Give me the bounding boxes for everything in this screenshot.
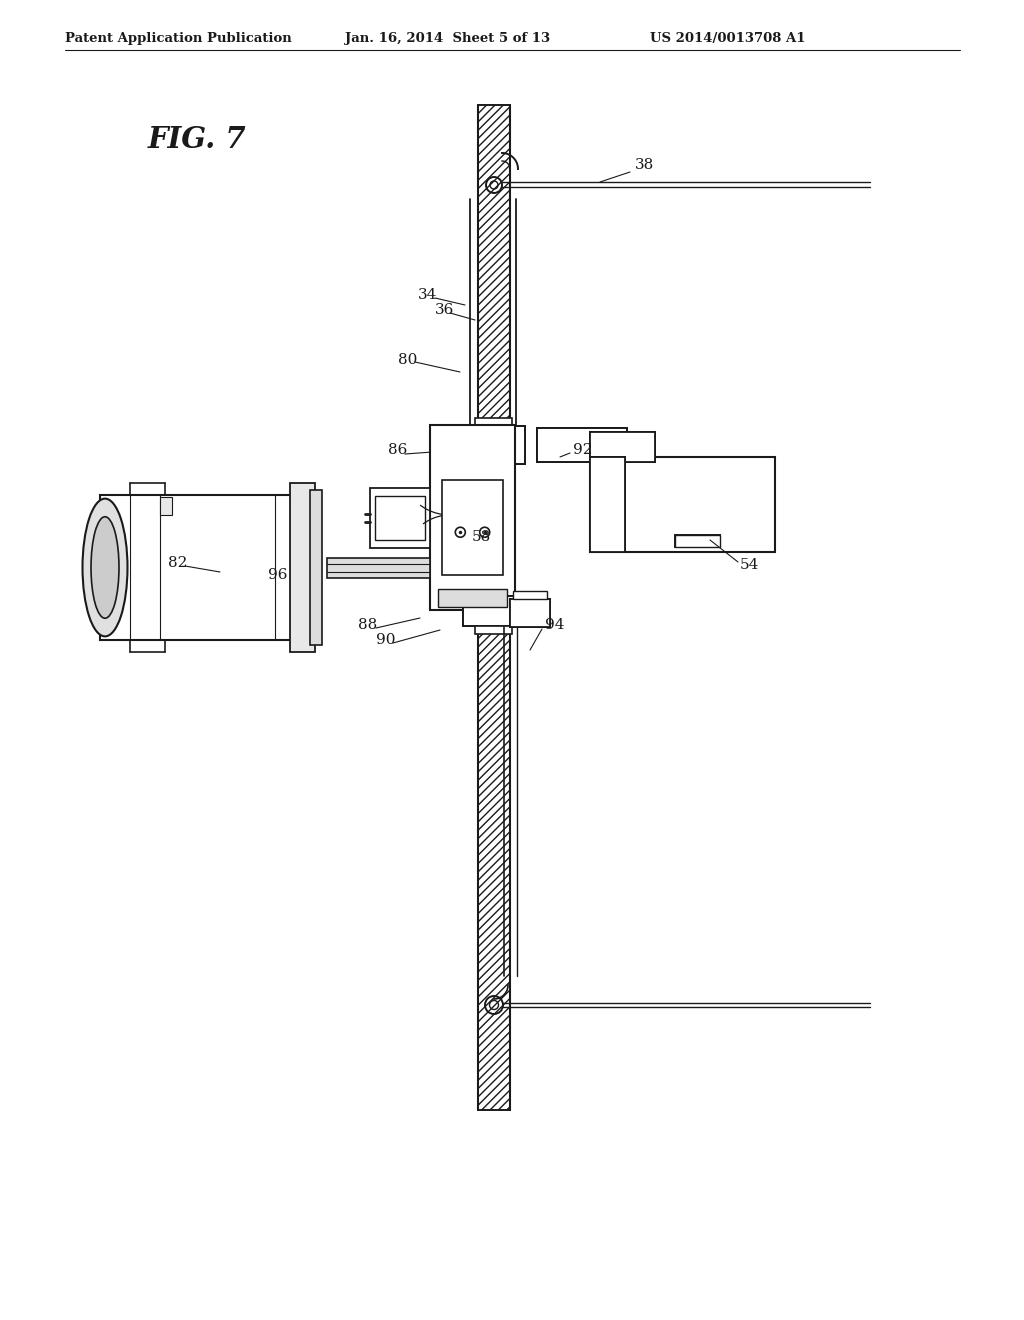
Bar bbox=[327, 557, 430, 578]
Bar bbox=[463, 597, 525, 626]
Text: 38: 38 bbox=[635, 158, 654, 172]
Bar bbox=[513, 591, 547, 599]
Bar bbox=[475, 626, 512, 634]
Text: Patent Application Publication: Patent Application Publication bbox=[65, 32, 292, 45]
Bar bbox=[430, 425, 515, 610]
Text: 96: 96 bbox=[268, 568, 288, 582]
Text: Jan. 16, 2014  Sheet 5 of 13: Jan. 16, 2014 Sheet 5 of 13 bbox=[345, 32, 550, 45]
Text: 80: 80 bbox=[398, 352, 418, 367]
Bar bbox=[438, 589, 507, 607]
Bar bbox=[463, 426, 525, 465]
Text: 92: 92 bbox=[573, 444, 593, 457]
Bar bbox=[442, 480, 503, 576]
Bar bbox=[160, 498, 172, 515]
Bar bbox=[100, 495, 315, 640]
Bar bbox=[590, 457, 775, 552]
Bar bbox=[463, 597, 525, 626]
Bar bbox=[370, 487, 430, 548]
Bar bbox=[675, 535, 720, 546]
Bar bbox=[537, 428, 627, 462]
Text: 36: 36 bbox=[435, 304, 455, 317]
Ellipse shape bbox=[91, 516, 119, 618]
Bar bbox=[537, 428, 627, 462]
Bar bbox=[375, 495, 425, 540]
Text: 88: 88 bbox=[358, 618, 377, 632]
Bar bbox=[478, 603, 510, 1110]
Bar bbox=[510, 599, 550, 627]
Bar bbox=[290, 483, 315, 652]
Text: 34: 34 bbox=[418, 288, 437, 302]
Bar bbox=[590, 457, 625, 552]
Text: 86: 86 bbox=[388, 444, 408, 457]
Text: 54: 54 bbox=[740, 558, 760, 572]
Text: 58: 58 bbox=[472, 531, 492, 544]
Bar bbox=[430, 425, 515, 610]
Text: FIG. 7: FIG. 7 bbox=[148, 125, 247, 154]
Bar bbox=[310, 490, 322, 645]
Bar bbox=[675, 535, 720, 546]
Bar bbox=[463, 426, 525, 465]
Bar bbox=[590, 432, 655, 462]
Bar bbox=[590, 457, 625, 552]
Text: 82: 82 bbox=[168, 556, 187, 570]
Bar bbox=[475, 418, 512, 426]
Text: US 2014/0013708 A1: US 2014/0013708 A1 bbox=[650, 32, 806, 45]
Text: 94: 94 bbox=[545, 618, 564, 632]
Ellipse shape bbox=[83, 499, 128, 636]
Text: 90: 90 bbox=[376, 634, 395, 647]
Bar bbox=[510, 599, 550, 627]
Bar bbox=[590, 432, 655, 462]
Bar bbox=[478, 106, 510, 447]
